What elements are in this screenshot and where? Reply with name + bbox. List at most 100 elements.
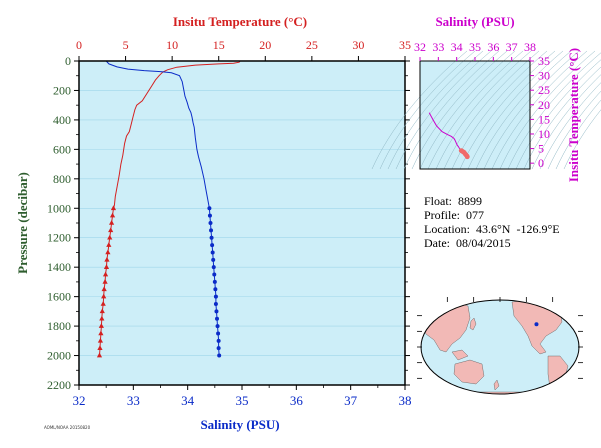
ts-temperature-tick-label: 10 bbox=[538, 127, 550, 141]
salinity-tick-label: 35 bbox=[236, 393, 249, 408]
temperature-tick-label: 15 bbox=[213, 38, 225, 52]
salinity-point bbox=[213, 287, 218, 292]
salinity-point bbox=[212, 279, 217, 284]
temperature-point bbox=[98, 330, 104, 336]
density-contour bbox=[403, 50, 500, 170]
salinity-point bbox=[213, 302, 218, 306]
temperature-point bbox=[110, 205, 117, 211]
salinity-tick-label: 33 bbox=[127, 393, 140, 408]
salinity-point bbox=[210, 250, 215, 255]
density-contour bbox=[523, 66, 601, 170]
salinity-point bbox=[207, 213, 212, 218]
pressure-tick-label: 0 bbox=[65, 54, 71, 68]
ts-salinity-tick-label: 36 bbox=[487, 40, 499, 54]
temperature-tick-label: 10 bbox=[166, 38, 178, 52]
pressure-tick-label: 600 bbox=[53, 142, 71, 156]
temperature-point bbox=[97, 345, 103, 350]
salinity-axis-title: Salinity (PSU) bbox=[200, 417, 279, 432]
density-contour bbox=[451, 50, 548, 170]
japan-landmass bbox=[469, 317, 477, 331]
pressure-tick-label: 2200 bbox=[47, 378, 71, 392]
location-label: Location: 43.6°N -126.9°E bbox=[424, 222, 560, 236]
temperature-series bbox=[96, 60, 241, 358]
world-map bbox=[417, 297, 583, 395]
temperature-point bbox=[102, 271, 109, 277]
salinity-point bbox=[216, 331, 221, 336]
ts-temperature-tick-label: 0 bbox=[538, 156, 544, 170]
temperature-point bbox=[97, 337, 104, 343]
salinity-point bbox=[210, 243, 215, 248]
salinity-series bbox=[105, 60, 222, 358]
temperature-tick-label: 20 bbox=[259, 38, 271, 52]
density-contour bbox=[379, 50, 476, 170]
temperature-point bbox=[101, 286, 107, 292]
salinity-point bbox=[217, 353, 222, 358]
salinity-point bbox=[211, 257, 216, 262]
new-zealand-landmass bbox=[493, 379, 500, 391]
pressure-tick-label: 1200 bbox=[47, 231, 71, 245]
density-contour bbox=[419, 50, 516, 170]
density-contour bbox=[483, 50, 580, 170]
density-contour bbox=[443, 50, 540, 170]
ts-salinity-tick-label: 37 bbox=[506, 40, 518, 54]
temperature-point bbox=[104, 256, 110, 262]
temperature-point bbox=[107, 234, 113, 240]
density-contour bbox=[515, 59, 601, 170]
ts-salinity-tick-label: 38 bbox=[524, 40, 536, 54]
temperature-point bbox=[102, 278, 108, 284]
float-id-label: Float: 8899 bbox=[424, 194, 483, 208]
salinity-tick-label: 38 bbox=[399, 393, 412, 408]
ts-temperature-tick-label: 30 bbox=[538, 69, 550, 83]
ts-temperature-tick-label: 35 bbox=[538, 54, 550, 68]
salinity-tick-label: 36 bbox=[290, 393, 304, 408]
salinity-point bbox=[209, 235, 214, 240]
ts-temperature-title: Insitu Temperature (°C) bbox=[566, 48, 581, 182]
density-contour bbox=[467, 50, 564, 170]
ts-temperature-tick-label: 25 bbox=[538, 83, 550, 97]
ts-point bbox=[464, 154, 470, 160]
temperature-axis: 0 5 10 15 20 25 30 35 bbox=[76, 38, 411, 61]
density-contour bbox=[411, 50, 508, 170]
ts-density-contours bbox=[371, 50, 601, 170]
density-contour bbox=[491, 50, 588, 170]
density-contour bbox=[539, 82, 601, 170]
ts-salinity-tick-label: 33 bbox=[432, 40, 444, 54]
density-contour bbox=[475, 50, 572, 170]
salinity-point bbox=[214, 309, 219, 314]
ts-temperature-tick-label: 5 bbox=[538, 142, 544, 156]
pressure-axis: 0 200 400 600 800 1000 1200 1400 1600 1800 2000 220… bbox=[47, 54, 410, 392]
density-contour bbox=[531, 74, 601, 170]
pressure-tick-label: 400 bbox=[53, 113, 71, 127]
salinity-tick-label: 32 bbox=[73, 393, 86, 408]
density-contour bbox=[427, 50, 524, 170]
temperature-point bbox=[106, 242, 112, 247]
salinity-point bbox=[216, 338, 221, 343]
australia-landmass bbox=[453, 359, 485, 385]
ts-temperature-tick-label: 15 bbox=[538, 112, 550, 126]
temperature-point bbox=[100, 301, 106, 306]
profile-plot: 0200400600800100012001400160018002000220… bbox=[15, 14, 412, 432]
ts-salinity-tick-label: 35 bbox=[469, 40, 481, 54]
temperature-point bbox=[109, 220, 115, 225]
temperature-point bbox=[108, 227, 114, 233]
salinity-axis: 32 33 34 35 36 37 38 bbox=[73, 385, 412, 408]
salinity-line bbox=[105, 60, 220, 356]
date-label: Date: 08/04/2015 bbox=[424, 236, 511, 250]
salinity-point bbox=[207, 206, 212, 211]
temperature-tick-label: 5 bbox=[123, 38, 129, 52]
salinity-point bbox=[215, 324, 220, 329]
density-contour bbox=[387, 50, 484, 170]
salinity-point bbox=[211, 265, 216, 270]
density-contour bbox=[395, 50, 492, 170]
density-contour bbox=[435, 50, 532, 170]
density-contour bbox=[563, 109, 601, 170]
density-contour bbox=[555, 99, 601, 170]
temperature-point bbox=[103, 264, 110, 269]
temperature-point bbox=[96, 352, 103, 358]
salinity-point bbox=[208, 221, 213, 225]
profile-plot-area bbox=[79, 61, 405, 385]
ts-salinity-tick-label: 34 bbox=[451, 40, 463, 54]
temperature-tick-label: 35 bbox=[399, 38, 411, 52]
